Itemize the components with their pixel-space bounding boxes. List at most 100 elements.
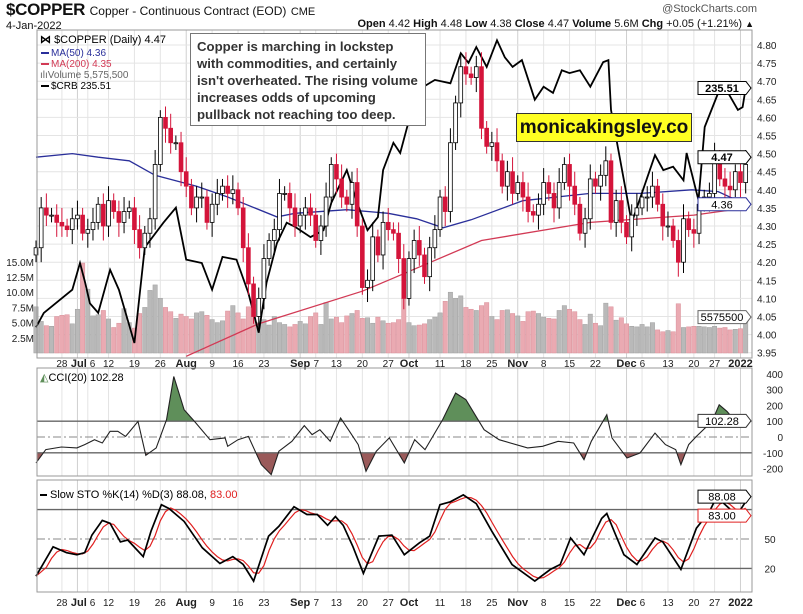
candle [546,175,552,201]
x-tick-label: 28 [56,359,68,370]
candle [116,200,122,237]
candle-body [551,193,557,209]
volume-bar [64,314,70,354]
candle-body [733,171,738,191]
candle [417,226,422,266]
candle [629,204,634,252]
x-tick-label: 2022 [728,358,752,370]
candle-body [577,203,583,234]
candle [38,197,44,263]
candle [733,164,738,198]
quote-summary: Open 4.42 High 4.48 Low 4.38 Close 4.47 … [357,18,754,31]
x-tick-label: 6 [90,598,96,609]
price-tick-label: 4.00 [757,331,777,342]
change-value: +0.05 (+1.21%) [666,18,743,30]
candle-body [240,207,246,249]
candle [261,244,267,310]
price-tick-label: 4.40 [757,186,777,197]
candle-body [69,218,75,231]
candle [650,171,655,208]
volume-bar [344,315,350,354]
volume-bar [333,316,339,354]
candle [308,193,313,226]
candle [727,171,733,201]
candle [463,52,469,85]
candle [54,204,60,237]
volume-bar [479,305,484,354]
x-tick-label: 20 [688,598,700,609]
candle-body [727,185,733,191]
volume-bar [639,324,645,354]
volume-bar [220,320,225,354]
price-tick-label: 4.50 [757,150,777,161]
x-tick-label: 27 [383,598,395,609]
candle [665,211,671,237]
price-tick-label: 4.25 [757,240,777,251]
volume-bar [111,327,117,354]
candle [349,171,355,219]
cci-tick-label: -200 [763,465,783,476]
sto-panel [35,493,752,584]
candle-body [38,207,44,249]
high-label: High [413,18,438,30]
candle-body [204,196,210,223]
candle-body [515,182,521,194]
candle [453,95,458,150]
candle [686,211,691,237]
cci-tick-label: 300 [766,386,783,397]
volume-bar [69,323,75,354]
x-tick-label: 9 [209,359,215,370]
candle-body [75,214,80,220]
volume-bar [173,318,179,354]
volume-bar [54,316,60,354]
x-tick-label: Jul [71,358,87,370]
candle-body [323,196,329,227]
candle-body [453,102,458,144]
volume-bar [598,325,604,354]
candle [468,66,474,85]
volume-bar [318,324,324,354]
volume-bar [209,319,215,354]
volume-bar [592,322,598,354]
candle-body [328,164,334,198]
cci-legend: ◭CCI(20) 102.28 [40,372,124,384]
x-tick-label: 19 [129,598,141,609]
volume-bar [447,291,453,354]
candle-body [49,214,54,217]
candle [644,186,650,212]
x-tick-label: 19 [129,359,141,370]
volume-bar [266,324,272,354]
value-tag-box [697,150,752,165]
sto-panel-bg [37,480,752,592]
candle [380,211,386,270]
candle-body [448,142,453,212]
x-tick-label: 20 [357,598,369,609]
candle [271,218,277,255]
candle-body [639,196,645,209]
brand-credit[interactable]: @StockCharts.com [662,3,757,15]
volume-bar [660,331,666,354]
close-value-tag: 4.47 [697,150,752,165]
candle-body [391,229,396,234]
volume-bar [230,305,236,354]
x-tick-label: 8 [541,359,547,370]
candle [567,153,572,201]
candle [510,157,515,205]
volume-bar [458,295,464,354]
volume-tick-label: 12.5M [6,273,34,284]
candle-body [85,229,91,234]
low-value: 4.38 [490,18,512,30]
candle [183,157,189,198]
x-tick-label: 11 [435,598,446,609]
candle [587,164,593,230]
sto-legend: Slow STO %K(14) %D(3) 88.08, 83.00 [50,489,238,501]
volume-bar [453,298,459,354]
candle [385,207,391,241]
x-tick-label: Jul [71,597,87,609]
candle [339,164,344,208]
x-tick-label: 2022 [728,597,752,609]
candle-body [261,258,267,299]
candle-body [334,164,339,180]
candle-body [64,225,70,231]
candle-body [80,214,85,234]
